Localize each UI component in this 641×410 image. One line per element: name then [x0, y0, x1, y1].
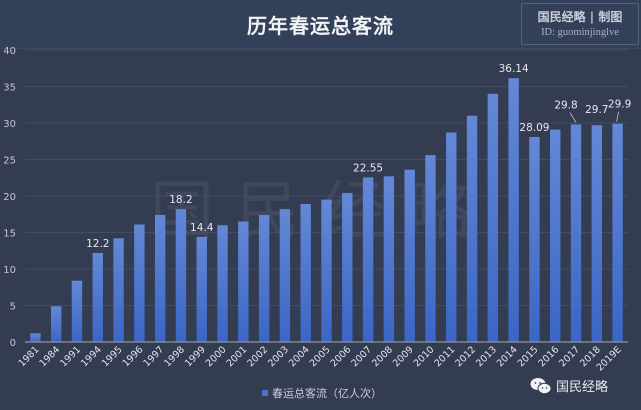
data-label: 14.4: [190, 222, 214, 234]
data-label: 12.2: [86, 238, 109, 250]
bar: [279, 209, 291, 342]
x-tick-label: 2016: [536, 344, 561, 369]
bar: [113, 238, 124, 342]
source-badge: 国民经略 | 制图 ID: guominjinglve: [521, 3, 639, 45]
y-tick-label: 40: [3, 46, 16, 57]
x-tick-label: 2012: [453, 344, 478, 369]
badge-id: ID: guominjinglve: [541, 27, 619, 38]
y-tick-label: 15: [3, 229, 16, 240]
data-label: 29.9: [608, 99, 631, 111]
bar: [570, 124, 582, 343]
y-tick-label: 25: [3, 156, 16, 167]
bar: [362, 177, 374, 342]
bar: [550, 129, 561, 342]
x-tick-label: 2009: [391, 344, 416, 369]
x-tick-label: 2001: [225, 344, 250, 369]
x-tick-label: 1994: [79, 344, 104, 369]
bar: [487, 93, 499, 342]
x-tick-label: 1997: [141, 344, 166, 369]
legend-swatch: [262, 390, 268, 396]
data-label: 29.7: [585, 104, 608, 116]
x-tick-label: 1998: [162, 344, 187, 369]
bar: [258, 214, 270, 342]
y-tick-label: 5: [10, 302, 16, 313]
x-tick-label: 1999: [183, 344, 208, 369]
x-tick-label: 2006: [329, 344, 354, 369]
x-tick-label: 2015: [516, 344, 541, 369]
bar: [30, 333, 41, 342]
x-tick-label: 2007: [349, 344, 374, 369]
x-tick-label: 2017: [557, 344, 582, 369]
watermark: 国民经略: [150, 160, 494, 252]
footer-brand: 国民经略: [530, 376, 608, 399]
chart-header: 历年春运总客流 国民经略 | 制图 ID: guominjinglve: [0, 0, 641, 49]
x-tick-label: 1991: [58, 344, 83, 369]
data-label: 22.55: [353, 162, 383, 174]
bar: [238, 221, 249, 342]
x-tick-label: 2008: [370, 344, 395, 369]
data-label: 18.2: [169, 194, 192, 206]
x-tick-label: 2014: [495, 344, 520, 369]
x-tick-label: 2010: [412, 344, 437, 369]
bar: [612, 123, 623, 342]
bar: [134, 224, 145, 342]
bar: [154, 214, 166, 342]
bar: [342, 193, 353, 342]
bar: [50, 306, 62, 342]
bar: [71, 280, 83, 342]
y-tick-label: 20: [3, 192, 16, 203]
x-tick-label: 2003: [266, 344, 291, 369]
data-label: 28.09: [519, 122, 549, 134]
x-tick-label: 2013: [474, 344, 499, 369]
badge-brand: 国民经略 | 制图: [537, 10, 623, 24]
chart-title: 历年春运总客流: [247, 14, 394, 38]
bar: [508, 78, 519, 342]
x-tick-label: 1984: [37, 344, 62, 369]
bar: [217, 225, 228, 342]
y-tick-label: 0: [10, 338, 16, 349]
wechat-icon: [530, 377, 552, 399]
x-tick-label: 2005: [308, 344, 333, 369]
bar: [466, 115, 478, 342]
bar: [425, 155, 436, 342]
x-tick-label: 1996: [121, 344, 146, 369]
bars: [30, 78, 623, 343]
y-tick-label: 10: [3, 265, 16, 276]
x-tick-label: 2004: [287, 344, 312, 369]
bar: [404, 169, 415, 342]
bar: [383, 176, 395, 342]
x-axis: 1981198419911994199519961997199819992000…: [17, 341, 628, 373]
bar: [300, 204, 311, 342]
bar: [92, 252, 103, 342]
bar: [196, 236, 207, 342]
bar: [446, 132, 457, 342]
bar: [321, 199, 332, 342]
data-label: 29.8: [554, 99, 577, 111]
x-tick-label: 1981: [17, 344, 42, 369]
legend: 春运总客流（亿人次）: [262, 385, 382, 401]
bar: [175, 209, 187, 342]
x-tick-label: 2002: [245, 344, 270, 369]
x-tick-label: 1995: [100, 344, 125, 369]
y-axis: 0 5 10 15 20 25 30 35 40: [3, 46, 16, 349]
y-tick-label: 30: [3, 119, 16, 130]
bar: [529, 136, 540, 342]
x-tick-label: 2011: [432, 344, 457, 369]
y-tick-label: 35: [3, 83, 16, 94]
bar: [591, 125, 603, 342]
x-tick-label: 2000: [204, 344, 229, 369]
data-label: 36.14: [499, 63, 529, 75]
legend-label: 春运总客流（亿人次）: [272, 387, 382, 400]
data-labels: 12.2 18.2 14.4 22.55 36.14 28.09 29.8 29.7 29.9: [86, 63, 631, 250]
footer-brand-text: 国民经略: [556, 380, 609, 395]
